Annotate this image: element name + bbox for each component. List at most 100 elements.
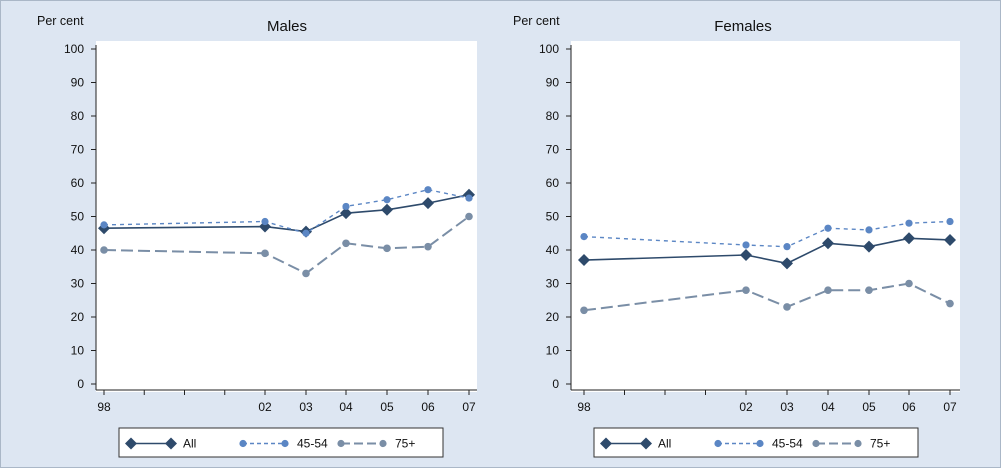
y-tick-label: 80	[546, 109, 560, 123]
x-tick-label: 06	[902, 400, 916, 414]
x-tick-label: 05	[862, 400, 876, 414]
data-point	[824, 224, 832, 232]
legend-marker	[281, 439, 289, 448]
y-tick-label: 70	[71, 143, 85, 157]
y-tick-label: 10	[71, 344, 85, 358]
y-tick-label: 100	[64, 42, 84, 56]
legend-marker	[337, 439, 345, 448]
y-tick-label: 30	[71, 277, 85, 291]
x-tick-label: 98	[577, 400, 591, 414]
data-point	[865, 226, 873, 234]
data-point	[424, 242, 432, 251]
y-tick-label: 70	[546, 143, 560, 157]
x-tick-label: 07	[943, 400, 957, 414]
y-tick-label: 60	[71, 176, 85, 190]
x-tick-label: 04	[339, 400, 353, 414]
y-tick-label: 40	[71, 243, 85, 257]
data-point	[100, 221, 108, 229]
data-point	[580, 306, 588, 315]
x-tick-label: 04	[821, 400, 835, 414]
data-point	[465, 212, 473, 221]
legend-marker	[854, 439, 862, 448]
data-point	[905, 279, 913, 288]
data-point	[261, 217, 269, 226]
x-tick-label: 03	[299, 400, 313, 414]
data-point	[903, 232, 915, 245]
legend-marker	[600, 437, 612, 450]
legend-marker	[165, 437, 177, 450]
data-point	[742, 241, 750, 249]
legend-label: 45-54	[297, 437, 328, 451]
plot-area	[571, 41, 960, 392]
legend-marker	[379, 439, 387, 448]
legend-label: 45-54	[772, 437, 803, 451]
data-point	[342, 202, 350, 211]
y-tick-label: 80	[71, 109, 85, 123]
y-tick-label: 100	[539, 42, 559, 56]
y-tick-label: 10	[546, 344, 560, 358]
y-axis-label: Per cent	[513, 14, 560, 28]
data-point	[424, 186, 432, 194]
data-point	[946, 299, 954, 308]
legend-label: All	[658, 437, 671, 451]
y-axis-label: Per cent	[37, 14, 84, 28]
legend-marker	[239, 439, 247, 448]
data-point	[383, 244, 391, 253]
y-tick-label: 90	[546, 76, 560, 90]
legend-label: 75+	[870, 437, 890, 451]
data-point	[381, 203, 393, 216]
chart-title: Males	[267, 18, 307, 35]
data-point	[781, 257, 793, 270]
y-tick-label: 90	[71, 76, 85, 90]
x-tick-label: 07	[462, 400, 476, 414]
plot-area	[96, 41, 477, 392]
legend-marker	[125, 437, 137, 450]
data-point	[740, 249, 752, 262]
legend-marker	[812, 439, 820, 448]
y-tick-label: 20	[546, 310, 560, 324]
data-point	[465, 194, 473, 202]
x-tick-label: 03	[780, 400, 794, 414]
data-point	[422, 197, 434, 210]
y-tick-label: 20	[71, 310, 85, 324]
data-point	[259, 220, 271, 233]
y-tick-label: 40	[546, 243, 560, 257]
x-tick-label: 02	[739, 400, 753, 414]
y-tick-label: 30	[546, 277, 560, 291]
data-point	[340, 207, 352, 220]
data-point	[946, 217, 954, 226]
data-point	[865, 286, 873, 295]
legend-marker	[640, 437, 652, 450]
data-point	[383, 196, 391, 204]
data-point	[905, 219, 913, 227]
legend-label: 75+	[395, 437, 415, 451]
data-point	[578, 254, 590, 267]
x-tick-label: 05	[380, 400, 394, 414]
data-point	[302, 269, 310, 278]
y-tick-label: 0	[77, 377, 84, 391]
data-point	[342, 239, 350, 248]
legend-marker	[714, 439, 722, 448]
data-point	[863, 240, 875, 253]
data-point	[944, 233, 956, 246]
data-point	[580, 233, 588, 241]
y-tick-label: 60	[546, 176, 560, 190]
data-point	[302, 229, 310, 237]
data-point	[261, 249, 269, 258]
x-tick-label: 06	[421, 400, 435, 414]
y-tick-label: 0	[552, 377, 559, 391]
legend-label: All	[183, 437, 196, 451]
y-tick-label: 50	[546, 210, 560, 224]
y-tick-label: 50	[71, 210, 85, 224]
data-point	[783, 243, 791, 251]
x-tick-label: 98	[97, 400, 111, 414]
data-point	[824, 286, 832, 295]
chart-title: Females	[714, 18, 772, 35]
data-point	[100, 246, 108, 254]
x-tick-label: 02	[258, 400, 272, 414]
data-point	[822, 237, 834, 250]
legend-marker	[756, 439, 764, 448]
data-point	[783, 303, 791, 311]
